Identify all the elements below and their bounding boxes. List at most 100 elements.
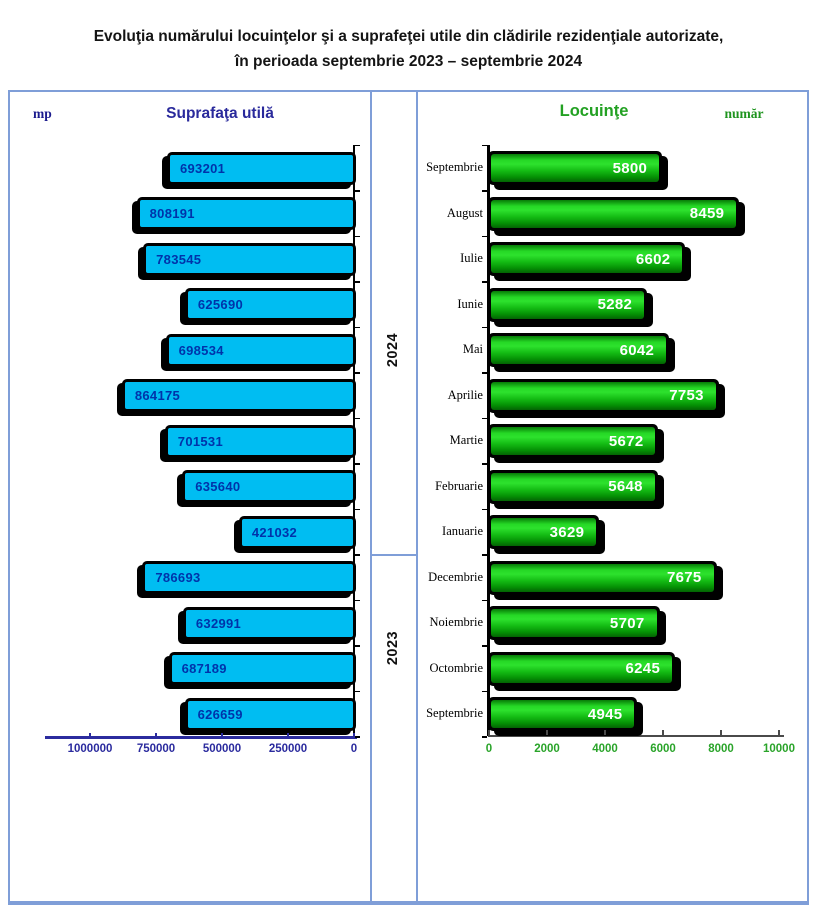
left-axis-category-tick bbox=[355, 645, 360, 647]
suprafata-bar: 632991 bbox=[182, 606, 356, 640]
suprafata-bar-value: 625690 bbox=[197, 297, 244, 312]
locuinte-bar: 5282 bbox=[488, 287, 648, 322]
year-label-2024: 2024 bbox=[385, 332, 401, 368]
left-axis-tick bbox=[287, 733, 289, 738]
suprafata-bar-value: 421032 bbox=[251, 524, 298, 540]
suprafata-bar-fill: 687189 bbox=[171, 655, 353, 682]
right-axis-category-tick bbox=[482, 372, 487, 374]
right-axis-tick-label: 8000 bbox=[708, 743, 734, 755]
right-axis-category-tick bbox=[482, 690, 487, 692]
locuinte-bar-fill: 3629 bbox=[491, 518, 597, 546]
locuinte-bar-value: 5648 bbox=[608, 478, 643, 495]
month-label: Iunie bbox=[457, 296, 483, 311]
suprafata-bar: 864175 bbox=[121, 379, 356, 412]
left-axis-category-tick bbox=[355, 190, 360, 192]
right-axis-tick-label: 6000 bbox=[650, 743, 676, 755]
right-axis-category-tick bbox=[482, 417, 487, 419]
left-axis-tick-label: 750000 bbox=[136, 743, 176, 755]
locuinte-bar-value: 7675 bbox=[666, 569, 702, 586]
year-group-divider bbox=[372, 554, 416, 556]
suprafata-bar: 701531 bbox=[164, 424, 356, 458]
left-axis-tick-label: 0 bbox=[350, 743, 358, 755]
locuinte-bar-fill: 5800 bbox=[491, 154, 660, 182]
suprafata-bar-fill: 783545 bbox=[146, 245, 353, 273]
right-axis-category-tick bbox=[482, 736, 487, 738]
locuinte-bar-fill: 5648 bbox=[491, 472, 655, 501]
suprafata-bar-fill: 632991 bbox=[185, 609, 353, 637]
suprafata-bar: 687189 bbox=[168, 652, 356, 685]
chart-frame bbox=[8, 90, 809, 905]
suprafata-bar-value: 864175 bbox=[134, 388, 181, 403]
suprafata-bar-value: 698534 bbox=[178, 342, 224, 358]
suprafata-bar-fill: 701531 bbox=[167, 427, 353, 455]
left-axis-category-tick bbox=[355, 326, 360, 328]
right-axis-category-tick bbox=[482, 554, 487, 556]
month-label: Iulie bbox=[460, 251, 483, 265]
left-axis-category-tick bbox=[355, 144, 360, 146]
left-axis-category-tick bbox=[355, 554, 360, 556]
right-axis-category-tick bbox=[482, 508, 487, 510]
locuinte-bar: 5800 bbox=[488, 151, 663, 185]
locuinte-bar: 6245 bbox=[488, 651, 676, 686]
divider-right bbox=[416, 92, 418, 901]
locuinte-bar-fill: 5672 bbox=[491, 427, 656, 455]
suprafata-bar-fill: 698534 bbox=[168, 336, 353, 364]
suprafata-bar-value: 632991 bbox=[195, 615, 242, 631]
suprafata-bar: 693201 bbox=[167, 151, 356, 185]
suprafata-bar: 625690 bbox=[184, 288, 356, 321]
right-axis-unit: număr bbox=[724, 106, 764, 121]
month-label: Mai bbox=[462, 342, 483, 356]
right-axis-tick-label: 0 bbox=[485, 743, 493, 755]
suprafata-bar-value: 693201 bbox=[180, 160, 226, 176]
right-axis-tick-label: 10000 bbox=[763, 743, 795, 755]
suprafata-bar-fill: 786693 bbox=[145, 564, 353, 591]
left-axis-category-tick bbox=[355, 281, 360, 283]
left-chart-horizontal-axis bbox=[45, 736, 357, 739]
locuinte-bar-fill: 5707 bbox=[491, 609, 657, 637]
page-title: Evoluţia numărului locuinţelor şi a supr… bbox=[0, 24, 817, 74]
locuinte-bar: 5648 bbox=[488, 469, 658, 504]
suprafata-bar-value: 808191 bbox=[149, 206, 195, 221]
left-axis-category-tick bbox=[355, 736, 360, 738]
locuinte-bar-fill: 6042 bbox=[491, 336, 667, 364]
month-label: Ianuarie bbox=[442, 524, 483, 538]
locuinte-bar-value: 5707 bbox=[609, 614, 645, 632]
locuinte-bar-value: 6245 bbox=[625, 660, 661, 677]
month-label: Aprilie bbox=[447, 387, 483, 402]
suprafata-bar-fill: 421032 bbox=[241, 518, 353, 546]
locuinte-bar: 8459 bbox=[488, 196, 740, 231]
locuinte-bar-value: 7753 bbox=[669, 387, 704, 404]
suprafata-bar: 626659 bbox=[184, 697, 356, 731]
suprafata-bar-value: 635640 bbox=[195, 479, 241, 494]
right-axis-category-tick bbox=[482, 281, 487, 283]
left-axis-category-tick bbox=[355, 235, 360, 237]
suprafata-bar-fill: 864175 bbox=[124, 382, 353, 409]
page-title-line2: în perioada septembrie 2023 – septembrie… bbox=[234, 53, 583, 70]
right-axis-category-tick bbox=[482, 599, 487, 601]
right-axis-tick-label: 2000 bbox=[534, 743, 560, 755]
right-axis-tick bbox=[720, 730, 722, 735]
month-label: Septembrie bbox=[426, 706, 483, 720]
suprafata-bar-fill: 693201 bbox=[170, 154, 353, 182]
left-axis-category-tick bbox=[355, 372, 360, 374]
right-axis-tick-label: 4000 bbox=[592, 743, 618, 755]
month-label: August bbox=[446, 205, 483, 220]
right-axis-tick bbox=[778, 730, 780, 735]
locuinte-bar: 3629 bbox=[488, 515, 600, 549]
locuinte-bar-fill: 6602 bbox=[491, 245, 683, 273]
locuinte-bar-value: 8459 bbox=[689, 205, 725, 222]
left-axis-tick-label: 1000000 bbox=[67, 743, 113, 755]
locuinte-bar-fill: 4945 bbox=[491, 700, 635, 728]
locuinte-bar-value: 6042 bbox=[619, 341, 655, 359]
left-axis-tick bbox=[155, 733, 157, 738]
month-label: Martie bbox=[449, 433, 483, 447]
month-label: Decembrie bbox=[428, 569, 483, 584]
left-axis-tick bbox=[353, 733, 355, 738]
locuinte-bar: 5707 bbox=[488, 606, 660, 640]
locuinte-bar-value: 5282 bbox=[597, 296, 633, 313]
locuinte-bar-fill: 7675 bbox=[491, 563, 714, 592]
suprafata-bar-fill: 635640 bbox=[185, 473, 353, 500]
locuinte-bar: 4945 bbox=[488, 697, 638, 731]
right-axis-category-tick bbox=[482, 463, 487, 465]
month-label: Octombrie bbox=[429, 660, 483, 675]
